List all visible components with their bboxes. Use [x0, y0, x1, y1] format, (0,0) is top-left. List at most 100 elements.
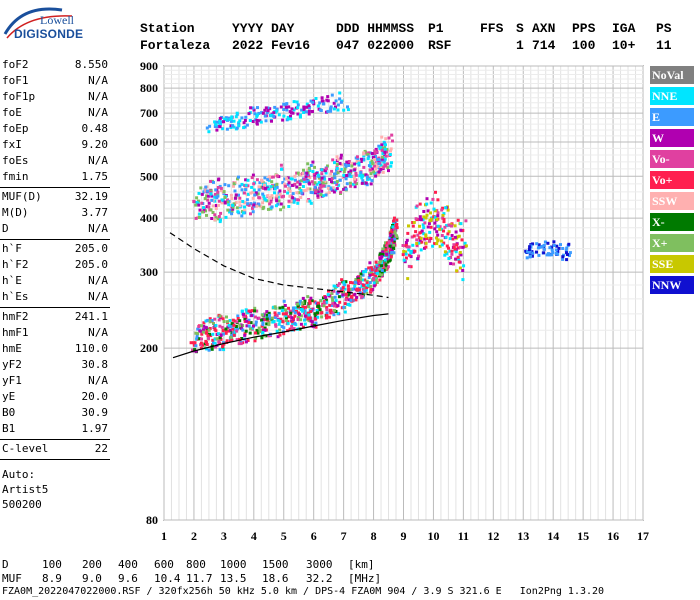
echo-point: [283, 189, 286, 193]
echo-point: [259, 120, 263, 124]
echo-point: [540, 245, 544, 248]
y-tick-label: 80: [146, 513, 158, 527]
echo-point: [295, 100, 299, 104]
echo-point: [559, 243, 562, 247]
muf-cell: 800: [186, 558, 206, 571]
echo-point: [247, 324, 251, 328]
echo-point: [348, 173, 352, 177]
param-row: yE 20.0: [2, 390, 108, 404]
echo-point: [462, 264, 466, 268]
echo-point: [455, 269, 459, 273]
echo-point: [358, 174, 362, 178]
echo-point: [314, 325, 318, 329]
echo-point: [341, 286, 345, 290]
echo-point: [314, 314, 318, 318]
echo-point: [346, 284, 350, 288]
echo-point: [392, 243, 396, 247]
echo-point: [232, 119, 236, 123]
echo-point: [278, 319, 282, 323]
muf-cell: [MHz]: [348, 572, 382, 585]
echo-point: [335, 182, 339, 186]
muf-cell: 1500: [262, 558, 289, 571]
echo-point: [261, 331, 265, 334]
echo-point: [236, 327, 239, 331]
echo-point: [370, 179, 374, 183]
echo-point: [342, 282, 346, 286]
echo-point: [344, 292, 348, 296]
echo-point: [307, 109, 311, 113]
echo-point: [332, 289, 336, 293]
echo-point: [526, 250, 530, 253]
echo-point: [299, 322, 303, 326]
echo-point: [404, 256, 408, 260]
echo-point: [249, 321, 253, 325]
echo-point: [381, 252, 385, 256]
echo-point: [302, 108, 306, 112]
param-row: h`F2 205.0: [2, 258, 108, 272]
echo-point: [281, 181, 285, 185]
echo-point: [229, 328, 232, 332]
echo-point: [435, 218, 439, 222]
echo-point: [362, 152, 366, 156]
echo-point: [280, 167, 283, 171]
echo-point: [564, 248, 568, 252]
echo-point: [278, 333, 282, 337]
echo-point: [273, 187, 277, 191]
echo-point: [222, 190, 226, 194]
echo-point: [305, 180, 309, 183]
echo-point: [305, 105, 309, 109]
echo-point: [268, 313, 271, 317]
echo-point: [215, 337, 219, 341]
echo-point: [320, 315, 324, 319]
echo-point: [387, 136, 391, 140]
param-value: 3.77: [81, 206, 109, 219]
echo-point: [461, 245, 465, 249]
echo-point: [325, 308, 329, 312]
echo-point: [327, 185, 331, 189]
echo-point: [322, 301, 326, 305]
echo-point: [224, 329, 228, 333]
echo-point: [340, 289, 344, 293]
echo-point: [435, 230, 439, 234]
echo-point: [415, 238, 419, 242]
echo-point: [235, 338, 239, 342]
echo-point: [249, 310, 253, 314]
echo-point: [238, 324, 242, 328]
echo-point: [218, 184, 222, 188]
muf-cell: 100: [42, 558, 62, 571]
param-row: yF1 N/A: [2, 374, 108, 388]
echo-point: [221, 317, 225, 321]
echo-point: [300, 308, 304, 312]
echo-point: [525, 256, 529, 260]
echo-point: [217, 332, 220, 336]
muf-cell: 3000: [306, 558, 333, 571]
echo-point: [257, 202, 261, 206]
echo-point: [335, 168, 338, 172]
echo-point: [328, 177, 332, 181]
echo-point: [229, 335, 233, 339]
echo-point: [349, 281, 352, 284]
echo-point: [313, 181, 317, 185]
echo-point: [194, 349, 198, 353]
echo-point: [290, 183, 294, 187]
echo-point: [253, 309, 257, 313]
echo-point: [384, 143, 387, 147]
echo-point: [253, 339, 257, 343]
echo-point: [292, 309, 296, 312]
echo-point: [193, 341, 197, 345]
echo-point: [195, 334, 199, 338]
echo-point: [319, 193, 323, 197]
echo-point: [324, 298, 328, 302]
echo-point: [367, 276, 371, 279]
echo-point: [383, 264, 387, 268]
echo-point: [213, 195, 217, 199]
echo-point: [433, 227, 437, 231]
echo-point: [336, 108, 340, 112]
echo-point: [234, 201, 238, 204]
echo-point: [276, 318, 280, 322]
echo-point: [242, 312, 245, 316]
echo-point: [265, 317, 269, 321]
echo-point: [536, 246, 540, 250]
echo-point: [335, 155, 339, 159]
echo-point: [359, 277, 363, 281]
